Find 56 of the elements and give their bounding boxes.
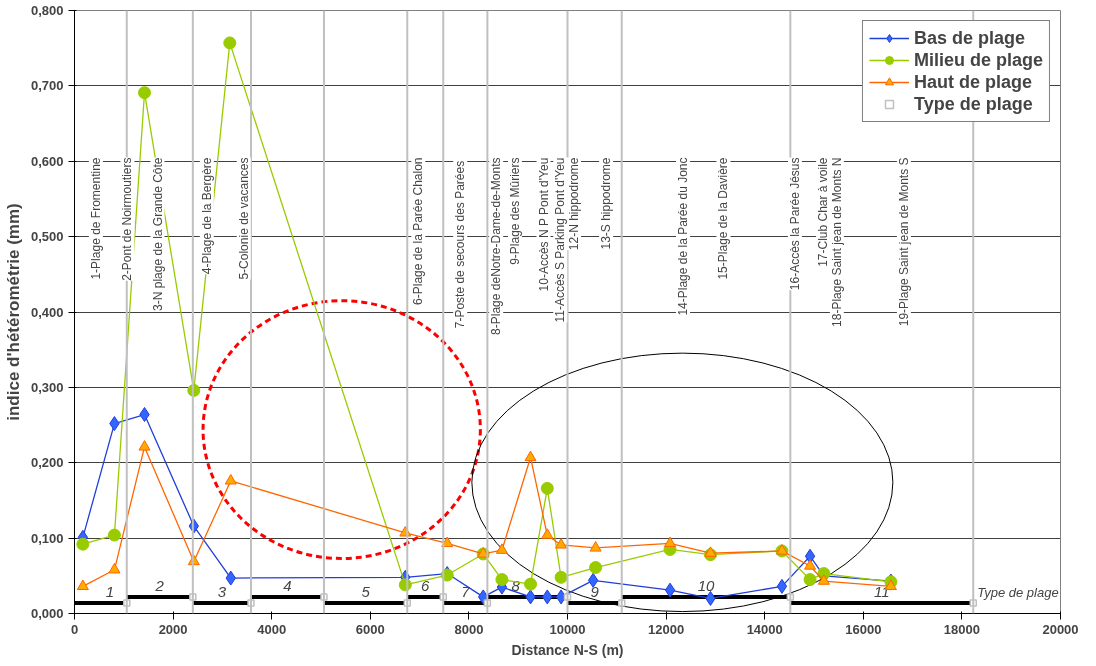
legend-label: Bas de plage xyxy=(913,27,1026,49)
x-tick-label: 12000 xyxy=(648,621,685,637)
y-tick-label: 0,400 xyxy=(30,304,64,320)
x-axis-title: Distance N-S (m) xyxy=(511,641,624,658)
annotation: 11 xyxy=(874,582,890,600)
annotation: 4 xyxy=(283,576,292,594)
annotation: 9 xyxy=(590,582,600,600)
x-tick-label: 10000 xyxy=(549,621,586,637)
annotation: 13-S hippodrome xyxy=(599,157,614,250)
x-tick-label: 18000 xyxy=(943,621,980,637)
annotation: 16-Accès la Parée Jésus xyxy=(787,157,802,291)
annotation: 19-Plage Saint jean de Monts S xyxy=(896,157,911,327)
annotation: 18-Plage Saint jean de Monts N xyxy=(829,157,844,327)
y-tick-label: 0,600 xyxy=(30,153,64,169)
annotation: 15-Plage de la Davière xyxy=(716,157,731,280)
annotation: 14-Plage de la Parée du Jonc xyxy=(676,157,691,316)
annotation: 17-Club Char à voile xyxy=(816,157,831,267)
x-tick-label: 14000 xyxy=(746,621,783,637)
text: Type de plage xyxy=(977,585,1059,601)
legend-label: Milieu de plage xyxy=(913,49,1043,71)
annotation: 7 xyxy=(461,582,471,600)
annotation: 12-N hippodrome xyxy=(567,157,582,251)
annotation: 7-Poste de secours des Parées xyxy=(453,160,468,329)
x-tick-label: 16000 xyxy=(845,621,882,637)
y-tick-label: 0,000 xyxy=(30,606,64,621)
annotation: 8-Plage deNotre-Dame-de-Monts xyxy=(489,157,504,335)
x-tick-label: 0 xyxy=(70,621,79,637)
annotation: 2 xyxy=(154,576,165,594)
y-tick-label: 0,300 xyxy=(30,379,64,395)
legend-label: Type de plage xyxy=(913,93,1033,115)
annotation: 10 xyxy=(697,576,716,594)
annotation: 9-Plage des Mûriers xyxy=(507,157,522,265)
y-tick-label: 0,800 xyxy=(30,3,64,18)
annotation: 4-Plage de la Bergère xyxy=(199,157,214,275)
y-tick-label: 0,500 xyxy=(30,229,64,245)
annotation: 11-Accès S Parking Pont d'Yeu xyxy=(553,157,568,323)
x-tick-label: 8000 xyxy=(454,621,484,637)
y-tick-label: 0,700 xyxy=(30,78,64,94)
annotation: 3 xyxy=(217,582,227,600)
annotation: 6 xyxy=(421,576,431,594)
y-axis-title: indice d'hétérométrie (mm) xyxy=(3,203,23,421)
y-tick-label: 0,100 xyxy=(30,530,64,546)
y-tick-label: 0,200 xyxy=(30,455,64,471)
x-tick-label: 2000 xyxy=(158,621,188,637)
x-tick-label: 20000 xyxy=(1042,621,1079,637)
x-tick-label: 6000 xyxy=(355,621,385,637)
annotation: 5-Colonie de vacances xyxy=(236,157,251,280)
annotation: 5 xyxy=(361,582,371,600)
annotation: 2-Pont de Noirmoutiers xyxy=(120,157,135,281)
annotation: 1-Plage de Fromentine xyxy=(88,157,103,280)
annotation: 1 xyxy=(105,582,115,600)
annotation: 10-Accès N P Pont d'Yeu xyxy=(536,157,551,292)
annotation: 6-Plage de la Parée Chalon xyxy=(411,157,426,305)
legend-label: Haut de plage xyxy=(913,71,1032,93)
annotation: 3-N plage de la Grande Côte xyxy=(150,157,165,311)
x-tick-label: 4000 xyxy=(257,621,287,637)
